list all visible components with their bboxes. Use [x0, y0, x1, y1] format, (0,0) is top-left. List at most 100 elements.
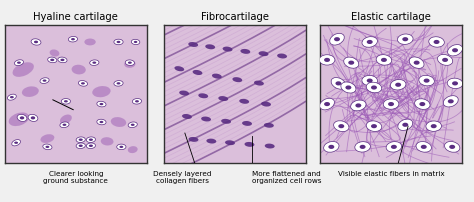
Ellipse shape: [117, 42, 120, 44]
Ellipse shape: [447, 45, 463, 57]
Ellipse shape: [179, 91, 189, 96]
Ellipse shape: [119, 146, 123, 148]
Ellipse shape: [92, 87, 110, 98]
Ellipse shape: [449, 145, 455, 149]
Ellipse shape: [79, 139, 83, 141]
Text: Hyaline cartilage: Hyaline cartilage: [33, 12, 118, 22]
Ellipse shape: [131, 40, 140, 45]
Ellipse shape: [331, 78, 346, 90]
Ellipse shape: [261, 102, 271, 107]
Ellipse shape: [58, 58, 67, 63]
Ellipse shape: [398, 120, 413, 131]
Ellipse shape: [20, 117, 24, 120]
Ellipse shape: [60, 115, 72, 124]
Ellipse shape: [402, 123, 408, 127]
Ellipse shape: [13, 63, 34, 78]
Ellipse shape: [338, 124, 344, 129]
Ellipse shape: [71, 39, 75, 41]
Ellipse shape: [371, 86, 377, 90]
Ellipse shape: [212, 74, 222, 79]
Ellipse shape: [334, 121, 349, 132]
Ellipse shape: [128, 62, 132, 64]
Ellipse shape: [371, 124, 377, 129]
Ellipse shape: [60, 59, 64, 62]
Ellipse shape: [431, 124, 437, 129]
Ellipse shape: [17, 115, 27, 122]
Ellipse shape: [174, 67, 184, 72]
Ellipse shape: [124, 61, 136, 68]
Ellipse shape: [90, 61, 99, 66]
Ellipse shape: [324, 59, 330, 63]
Text: Fibrocartilage: Fibrocartilage: [201, 12, 269, 22]
Ellipse shape: [34, 41, 38, 44]
Ellipse shape: [346, 86, 351, 90]
Ellipse shape: [367, 79, 373, 83]
Ellipse shape: [89, 145, 93, 147]
Ellipse shape: [328, 145, 334, 149]
Ellipse shape: [254, 81, 264, 86]
Ellipse shape: [344, 58, 359, 69]
Ellipse shape: [366, 83, 382, 93]
Ellipse shape: [97, 120, 106, 125]
Text: Elastic cartilage: Elastic cartilage: [351, 12, 431, 22]
Ellipse shape: [414, 61, 419, 65]
Ellipse shape: [383, 99, 399, 110]
Ellipse shape: [10, 97, 14, 99]
Ellipse shape: [348, 61, 354, 65]
Ellipse shape: [356, 104, 361, 108]
Ellipse shape: [391, 80, 406, 90]
Ellipse shape: [277, 54, 287, 59]
Ellipse shape: [76, 137, 85, 143]
Ellipse shape: [409, 58, 424, 69]
Ellipse shape: [28, 115, 38, 122]
Text: Clearer looking
ground substance: Clearer looking ground substance: [44, 170, 108, 183]
Ellipse shape: [419, 102, 425, 107]
Ellipse shape: [188, 43, 198, 48]
Ellipse shape: [395, 83, 401, 87]
Ellipse shape: [443, 96, 458, 107]
Ellipse shape: [40, 78, 49, 84]
Ellipse shape: [442, 59, 448, 63]
Ellipse shape: [31, 117, 35, 120]
Ellipse shape: [452, 49, 458, 53]
Ellipse shape: [388, 102, 394, 107]
Ellipse shape: [40, 135, 55, 143]
Ellipse shape: [63, 124, 66, 126]
Ellipse shape: [416, 142, 431, 153]
Ellipse shape: [9, 113, 29, 126]
Ellipse shape: [135, 101, 139, 103]
Ellipse shape: [131, 124, 135, 126]
Ellipse shape: [101, 138, 113, 146]
Ellipse shape: [426, 121, 441, 132]
Ellipse shape: [189, 137, 199, 142]
Ellipse shape: [334, 38, 340, 42]
Ellipse shape: [14, 60, 24, 66]
Text: Visible elastic fibers in matrix: Visible elastic fibers in matrix: [338, 170, 444, 176]
Text: More flattened and
organized cell rows: More flattened and organized cell rows: [252, 170, 321, 183]
Ellipse shape: [43, 144, 52, 150]
Ellipse shape: [391, 145, 397, 149]
Ellipse shape: [84, 39, 96, 46]
Ellipse shape: [219, 97, 228, 102]
Ellipse shape: [86, 143, 95, 149]
Ellipse shape: [46, 146, 49, 148]
Ellipse shape: [402, 38, 408, 42]
Text: Densely layered
collagen fibers: Densely layered collagen fibers: [153, 170, 212, 183]
Ellipse shape: [78, 81, 88, 87]
Ellipse shape: [367, 41, 373, 45]
Ellipse shape: [114, 40, 123, 45]
Ellipse shape: [448, 100, 454, 104]
Ellipse shape: [245, 142, 255, 147]
Ellipse shape: [324, 142, 339, 153]
Ellipse shape: [351, 101, 366, 111]
Ellipse shape: [192, 70, 202, 76]
Ellipse shape: [319, 55, 335, 66]
Ellipse shape: [424, 79, 429, 83]
Ellipse shape: [61, 99, 71, 105]
Ellipse shape: [100, 103, 103, 106]
Ellipse shape: [341, 83, 356, 94]
Ellipse shape: [355, 142, 370, 152]
Ellipse shape: [50, 50, 59, 57]
Ellipse shape: [201, 117, 211, 122]
Ellipse shape: [50, 59, 55, 62]
